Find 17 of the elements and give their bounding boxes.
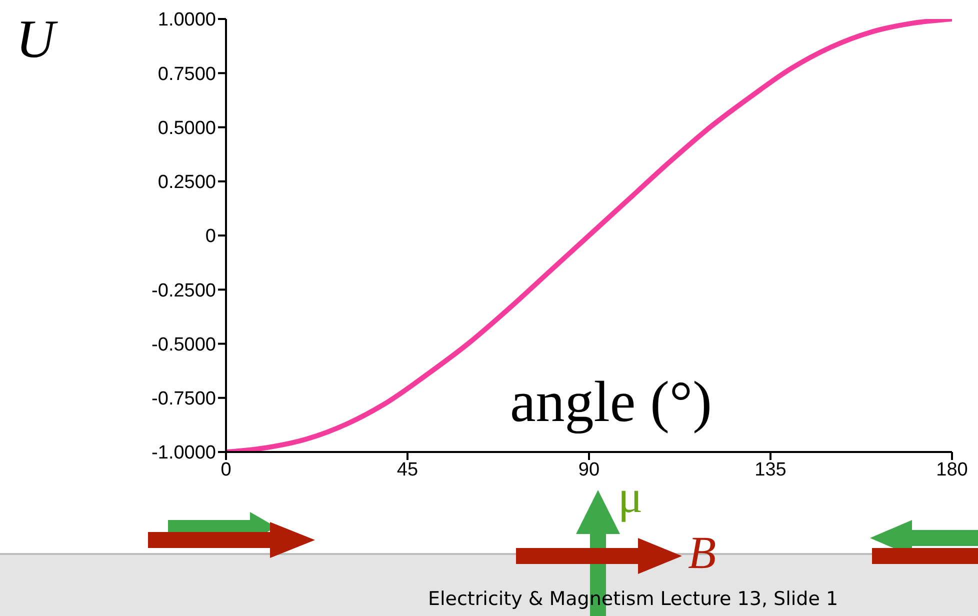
x-tick-label: 90 — [578, 459, 600, 480]
y-tick-label: 0 — [205, 226, 216, 248]
x-axis-title: angle (°) — [510, 368, 712, 435]
y-tick-label: 1.0000 — [158, 10, 216, 31]
y-tick-label: 0.7500 — [158, 64, 216, 85]
y-tick-label: -0.5000 — [152, 334, 216, 356]
x-tick-label: 45 — [396, 459, 418, 480]
y-tick-label: 0.2500 — [158, 172, 216, 194]
x-tick-label: 180 — [936, 459, 968, 480]
x-tick-label: 0 — [220, 459, 232, 480]
y-tick-label: 0.5000 — [158, 118, 216, 139]
x-tick-label: 135 — [754, 459, 786, 480]
text: μ — [618, 470, 643, 523]
text: B — [688, 526, 716, 579]
y-tick-label: -1.0000 — [152, 442, 216, 464]
y-tick-label: -0.2500 — [152, 280, 216, 302]
y-tick-label: -0.7500 — [152, 388, 216, 410]
